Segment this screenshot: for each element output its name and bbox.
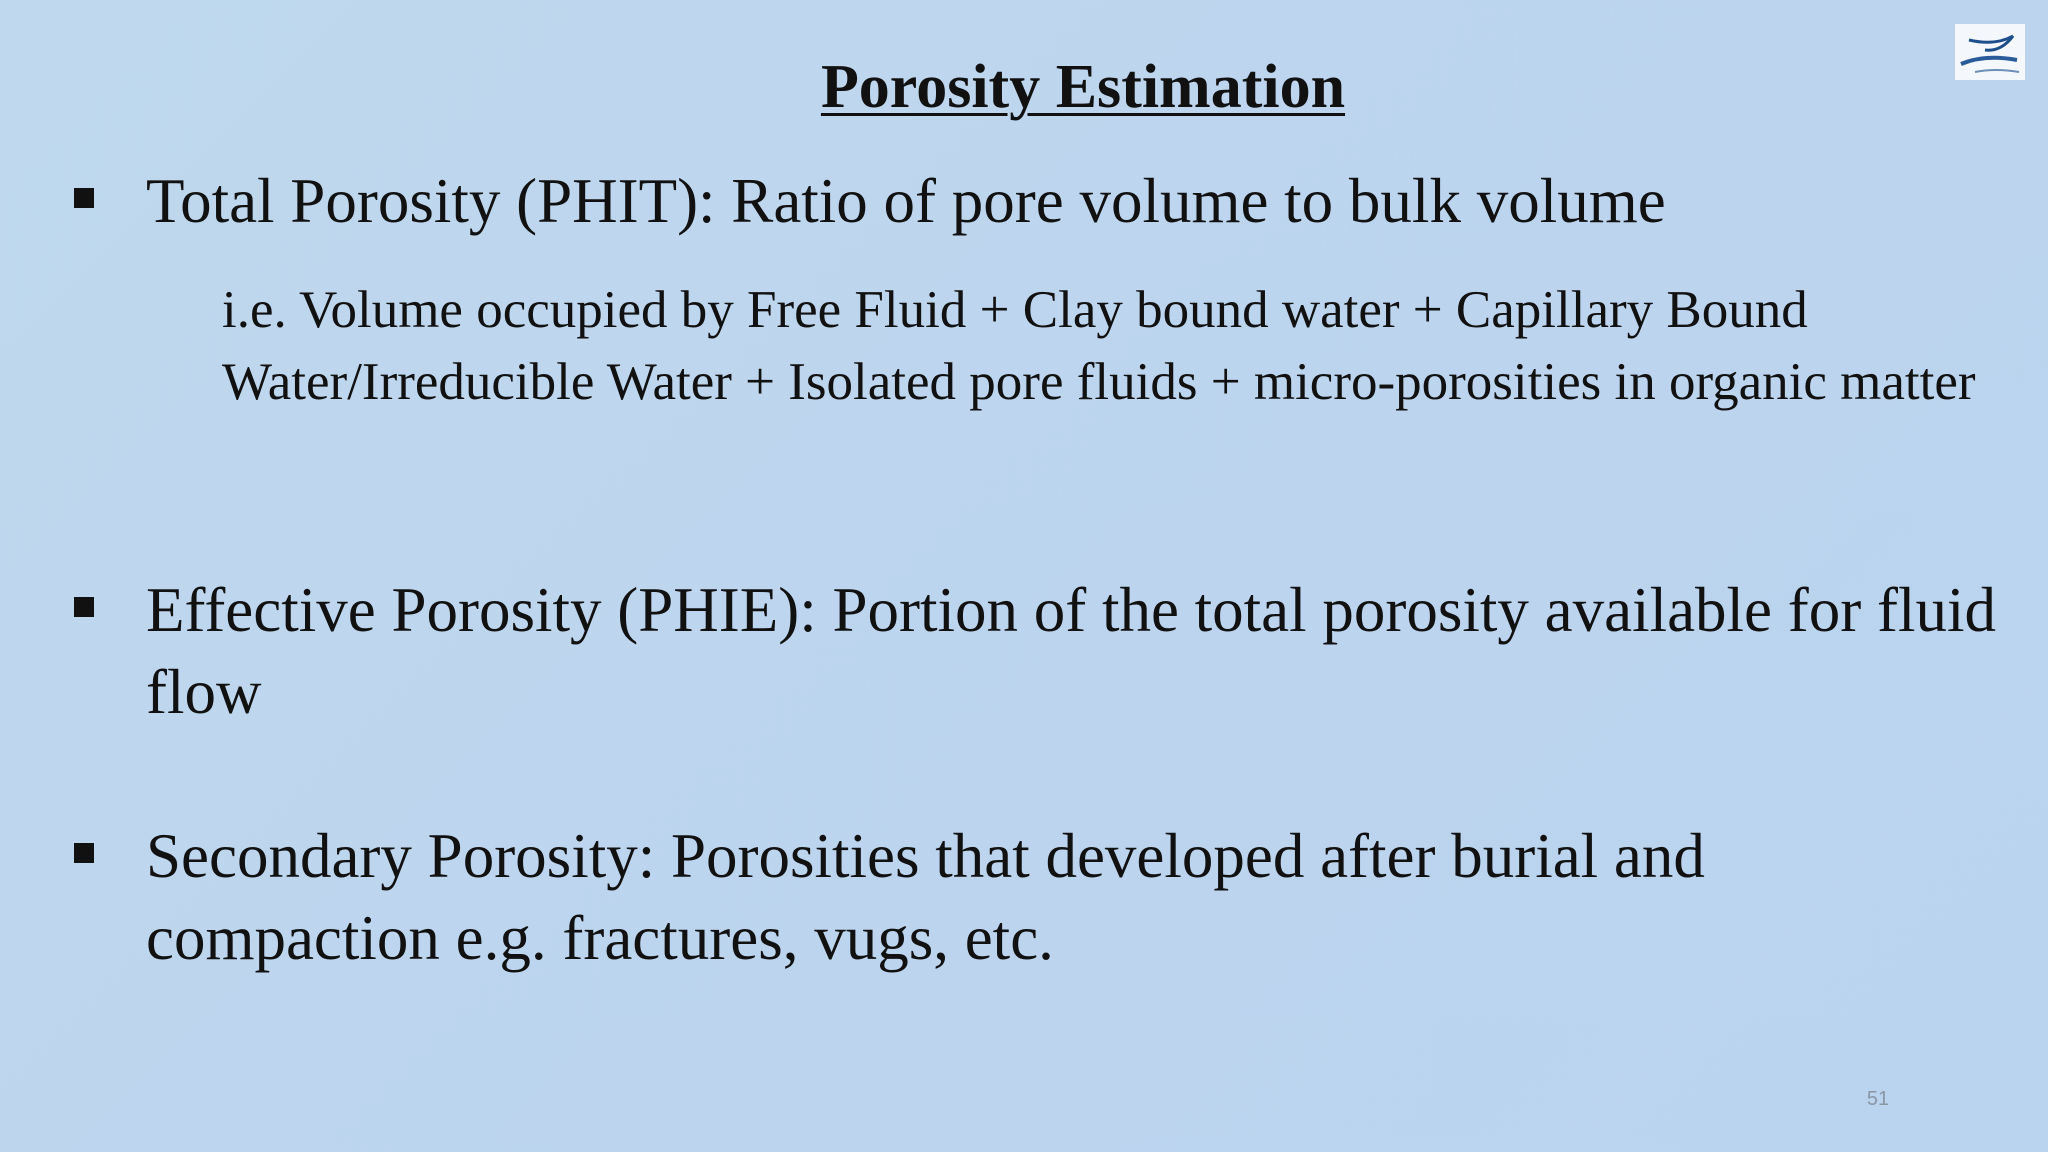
bullet-marker	[74, 597, 94, 617]
bullet-note: i.e. Volume occupied by Free Fluid + Cla…	[222, 281, 1976, 411]
bullet-text: Effective Porosity (PHIE): Portion of th…	[146, 575, 1996, 727]
bullet-text: Secondary Porosity: Porosities that deve…	[146, 821, 1705, 973]
logo	[1955, 24, 2025, 80]
page-number: 51	[1866, 1088, 1890, 1110]
slide-title: Porosity Estimation	[820, 53, 1346, 121]
bullet-marker	[74, 188, 94, 208]
bullet-text: Total Porosity (PHIT): Ratio of pore vol…	[146, 166, 1666, 236]
bullet-marker	[74, 843, 94, 863]
